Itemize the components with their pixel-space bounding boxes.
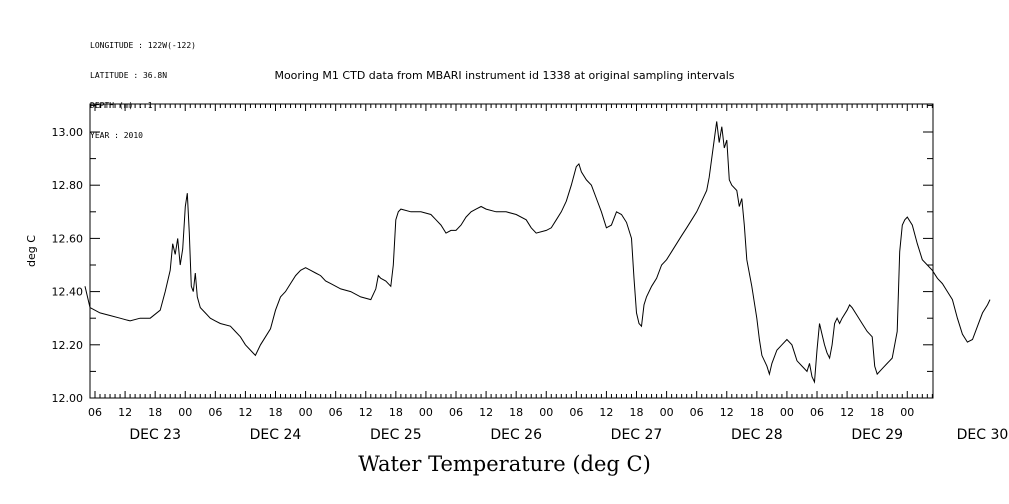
x-tick-label: 12 — [479, 406, 493, 419]
x-axis-title: Water Temperature (deg C) — [358, 452, 651, 476]
x-tick-label: 06 — [810, 406, 824, 419]
x-tick-label: 06 — [569, 406, 583, 419]
metadata-depth: DEPTH (m) : 1 — [90, 101, 153, 110]
x-tick-label: 12 — [359, 406, 373, 419]
x-tick-label: 00 — [900, 406, 914, 419]
x-tick-label: 12 — [599, 406, 613, 419]
x-day-label: DEC 27 — [611, 427, 663, 443]
metadata-latitude: LATITUDE : 36.8N — [90, 71, 168, 80]
x-tick-label: 00 — [780, 406, 794, 419]
x-day-label: DEC 29 — [851, 427, 903, 443]
x-tick-label: 18 — [389, 406, 403, 419]
x-tick-label: 18 — [630, 406, 644, 419]
x-tick-label: 12 — [840, 406, 854, 419]
x-tick-label: 06 — [690, 406, 704, 419]
x-tick-label: 00 — [539, 406, 553, 419]
x-tick-label: 18 — [269, 406, 283, 419]
x-day-label: DEC 26 — [490, 427, 542, 443]
x-tick-label: 12 — [118, 406, 132, 419]
metadata-block: LONGITUDE : 122W(-122) LATITUDE : 36.8N … — [90, 21, 196, 151]
metadata-year: YEAR : 2010 — [90, 131, 143, 140]
y-tick-label: 12.20 — [52, 339, 84, 352]
x-tick-label: 18 — [750, 406, 764, 419]
y-tick-label: 13.00 — [52, 126, 84, 139]
x-tick-label: 18 — [509, 406, 523, 419]
x-tick-label: 18 — [870, 406, 884, 419]
x-tick-label: 00 — [419, 406, 433, 419]
x-tick-label: 12 — [720, 406, 734, 419]
x-tick-label: 00 — [299, 406, 313, 419]
metadata-longitude: LONGITUDE : 122W(-122) — [90, 41, 196, 50]
x-day-label: DEC 25 — [370, 427, 422, 443]
y-tick-label: 12.60 — [52, 232, 84, 245]
x-tick-label: 06 — [208, 406, 222, 419]
chart-title: Mooring M1 CTD data from MBARI instrumen… — [274, 69, 735, 82]
x-day-label: DEC 28 — [731, 427, 783, 443]
y-tick-label: 12.40 — [52, 286, 84, 299]
x-tick-label: 06 — [329, 406, 343, 419]
x-tick-label: 00 — [660, 406, 674, 419]
x-tick-label: 06 — [88, 406, 102, 419]
y-tick-label: 12.80 — [52, 179, 84, 192]
y-axis-label: deg C — [25, 235, 38, 267]
x-day-label: DEC 24 — [250, 427, 302, 443]
plot-frame — [89, 103, 934, 399]
x-day-label: DEC 23 — [129, 427, 181, 443]
x-tick-label: 06 — [449, 406, 463, 419]
x-tick-label: 00 — [178, 406, 192, 419]
x-tick-label: 18 — [148, 406, 162, 419]
x-tick-label: 12 — [238, 406, 252, 419]
y-tick-label: 12.00 — [52, 392, 84, 405]
series-line-water-temperature — [84, 121, 991, 384]
x-day-label: DEC 30 — [957, 427, 1009, 443]
